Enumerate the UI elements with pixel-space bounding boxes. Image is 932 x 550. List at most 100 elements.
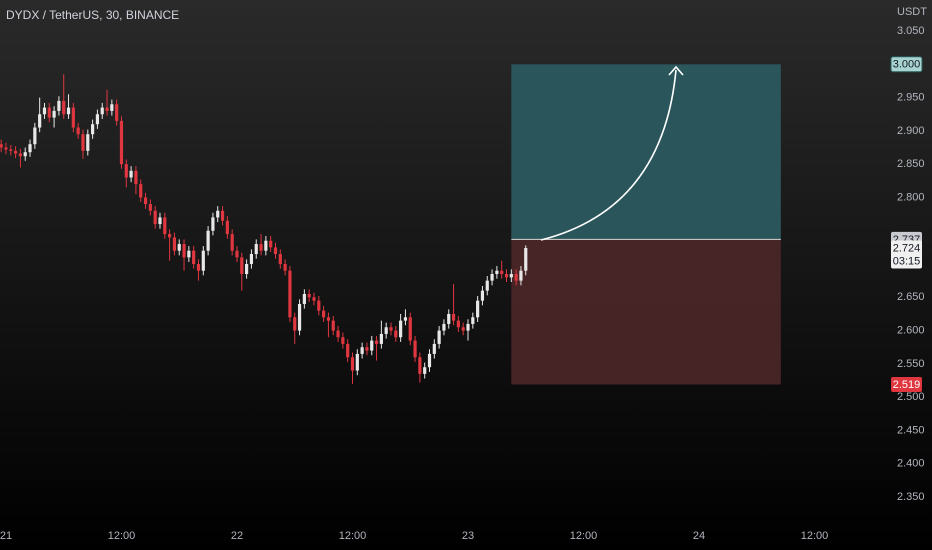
y-tick-label: 2.650 [897, 291, 925, 303]
x-tick-label: 21 [0, 530, 12, 542]
candle-body [201, 250, 205, 271]
candle-body [177, 244, 181, 251]
candle-body [360, 347, 364, 354]
candle-body [384, 327, 388, 334]
y-tick-label: 2.500 [897, 391, 925, 403]
candle-body [71, 107, 75, 128]
candle-body [240, 257, 244, 275]
candle-body [355, 353, 359, 371]
x-tick-label: 22 [231, 530, 243, 542]
candle-body [504, 274, 509, 278]
candle-body [447, 313, 451, 324]
y-tick-label: 2.450 [897, 424, 925, 436]
y-axis-label: USDT [897, 6, 927, 18]
candle-body [52, 110, 56, 118]
candle-body [394, 330, 398, 338]
candle-body [230, 234, 234, 251]
candle-body [42, 107, 47, 115]
target-zone [511, 64, 781, 240]
candle-body [423, 367, 427, 374]
candle-body [129, 170, 133, 178]
candle-body [408, 317, 412, 341]
arrow-curve [540, 69, 677, 241]
candle-body [264, 240, 268, 251]
candle-body [500, 270, 504, 275]
candle-body [437, 330, 441, 344]
y-tick-label: 2.950 [897, 92, 925, 104]
candle-body [196, 264, 201, 271]
candle-body [95, 114, 100, 125]
candle-body [490, 274, 494, 281]
target-tag-bg [890, 56, 923, 73]
candle-body [225, 220, 229, 235]
candle-body [389, 327, 393, 331]
candle-body [307, 293, 311, 298]
candle-body [283, 264, 287, 271]
x-tick-label: 12:00 [339, 530, 367, 542]
candle-body [9, 149, 13, 151]
candle-body [456, 320, 460, 328]
last-price-bg [891, 240, 922, 269]
x-tick-label: 12:00 [570, 530, 598, 542]
candle-body [134, 170, 138, 185]
candle-body [370, 340, 374, 351]
candle-body [273, 247, 278, 255]
candle-body [461, 327, 465, 331]
countdown: 03:15 [893, 255, 921, 267]
candle-body [143, 197, 148, 205]
candle-body [33, 127, 37, 145]
candle-body [182, 244, 186, 258]
candle-body [451, 313, 456, 321]
y-tick-label: 2.400 [897, 458, 925, 470]
position-layer [511, 64, 781, 385]
candle-body [235, 250, 239, 258]
candle-body [326, 317, 331, 321]
y-tick-label: 2.350 [897, 491, 925, 503]
candle-body [293, 317, 297, 331]
candle-body [23, 152, 27, 157]
candle-body [110, 104, 114, 111]
candle-body [418, 357, 422, 374]
candle-body [168, 234, 172, 238]
stop-tag-bg [891, 377, 922, 393]
candle-body [495, 270, 499, 275]
candle-body [509, 274, 513, 278]
candle-body [514, 274, 518, 281]
y-tick-label: 3.050 [897, 25, 925, 37]
candle-body [115, 104, 119, 121]
candle-body [91, 124, 95, 135]
candle-body [476, 300, 480, 318]
candle-body [336, 330, 340, 338]
candle-body [379, 333, 383, 344]
y-tick-label: 2.600 [897, 325, 925, 337]
candle-body [331, 320, 335, 331]
candle-body [139, 184, 143, 198]
candle-body [4, 147, 8, 150]
axis-layer: 3.050 2.950 2.900 2.850 2.800 2.650 2.600 2.550… [0, 25, 925, 542]
candle-body [187, 250, 191, 258]
candle-body [341, 337, 345, 344]
stop-zone [511, 239, 781, 385]
x-tick-label: 12:00 [801, 530, 829, 542]
candle-body [62, 100, 66, 115]
candle-body [0, 144, 3, 148]
candle-body [57, 100, 61, 111]
arrow-head [668, 65, 684, 76]
y-tick-label: 2.550 [897, 358, 925, 370]
candle-body [278, 254, 282, 265]
candle-body [413, 340, 417, 358]
y-tick-label: 2.800 [897, 191, 925, 203]
candle-body [374, 340, 379, 344]
candle-body [442, 323, 446, 331]
candle-body [466, 323, 470, 331]
candle-body [124, 164, 128, 178]
candle-body [76, 127, 80, 135]
candle-body [432, 343, 436, 354]
y-tick-label: 2.900 [897, 125, 925, 137]
candle-body [100, 107, 104, 115]
candle-body [220, 210, 225, 221]
candle-body [269, 240, 273, 248]
candle-body [245, 264, 249, 275]
candle-body [47, 107, 51, 118]
